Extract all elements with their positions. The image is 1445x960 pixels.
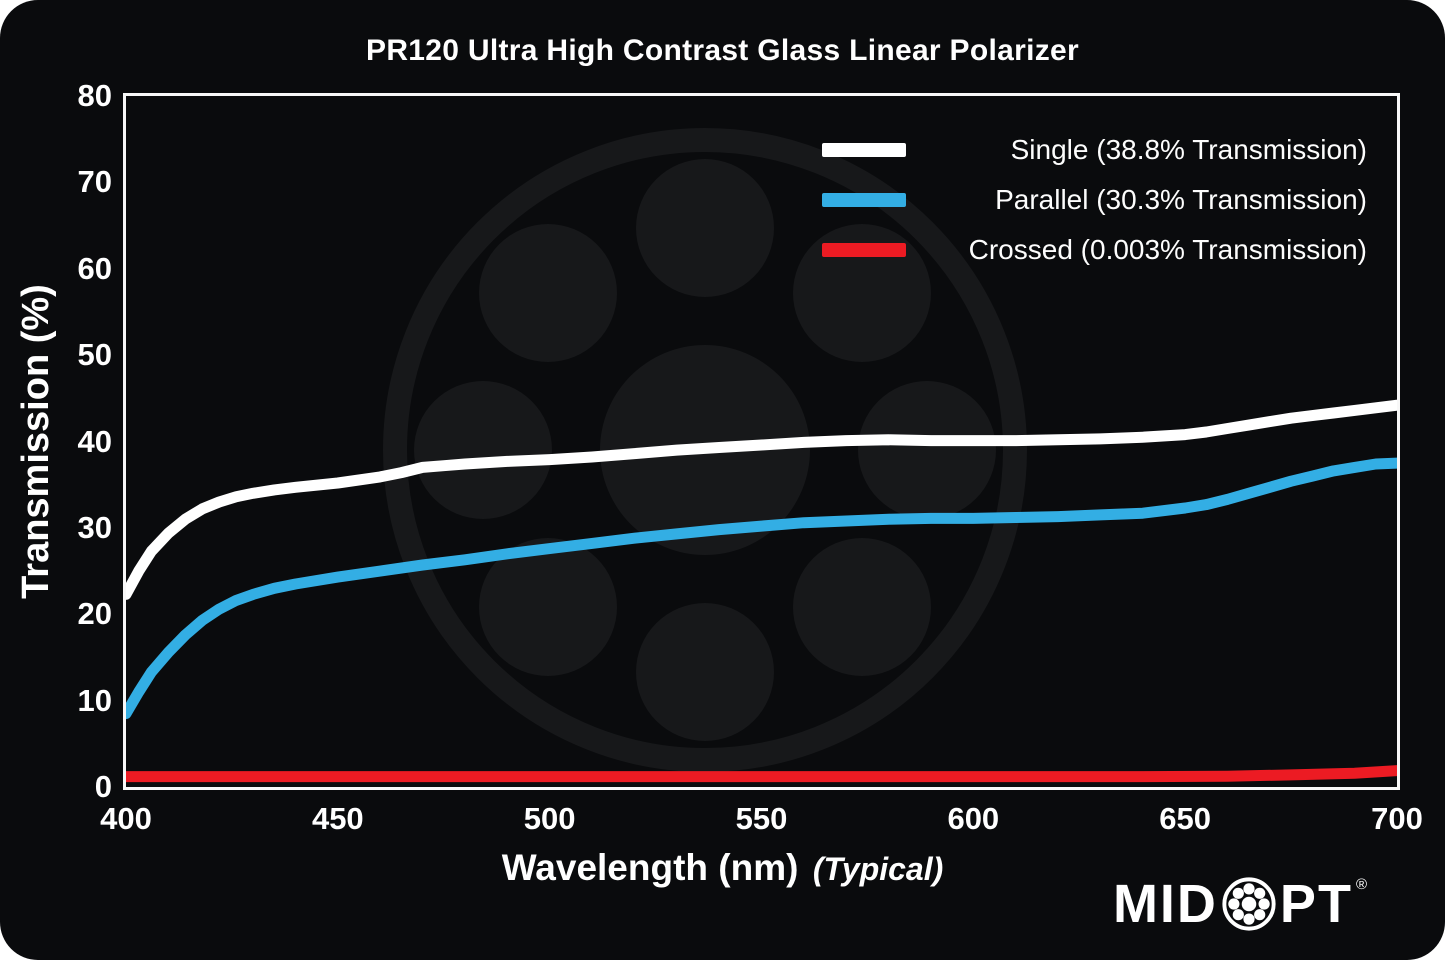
x-tick-label-400: 400 xyxy=(100,801,152,836)
curve-single xyxy=(126,399,1397,600)
x-tick-label-600: 600 xyxy=(947,801,1000,836)
legend: Single (38.8% Transmission) Parallel (30.… xyxy=(822,134,1367,285)
legend-swatch-single xyxy=(822,143,906,157)
legend-label-parallel: Parallel (30.3% Transmission) xyxy=(995,184,1367,215)
curve-crossed xyxy=(126,765,1397,783)
brand-logo-text-mid: MID xyxy=(1112,874,1218,934)
x-axis-title-note: (Typical) xyxy=(812,851,944,887)
curve-parallel xyxy=(126,457,1397,720)
legend-label-single: Single (38.8% Transmission) xyxy=(1010,134,1367,165)
y-tick-label-10: 10 xyxy=(77,682,112,718)
watermark-rings-icon xyxy=(383,128,1027,772)
registered-mark: ® xyxy=(1355,876,1367,893)
y-tick-label-50: 50 xyxy=(77,337,112,373)
legend-swatch-parallel xyxy=(822,193,906,207)
legend-item-crossed: Crossed (0.003% Transmission) xyxy=(822,234,1367,265)
legend-swatch-crossed xyxy=(822,243,906,257)
legend-item-parallel: Parallel (30.3% Transmission) xyxy=(822,184,1367,215)
plot-canvas xyxy=(126,128,1397,783)
y-tick-label-60: 60 xyxy=(77,250,112,286)
x-tick-label-450: 450 xyxy=(311,801,364,836)
y-tick-label-70: 70 xyxy=(77,164,112,200)
x-axis-title-text: Wavelength (nm) xyxy=(501,847,799,888)
x-tick-label-500: 500 xyxy=(523,801,576,836)
x-tick-label-550: 550 xyxy=(735,801,788,836)
x-tick-label-700: 700 xyxy=(1371,801,1423,836)
chart-title: PR120 Ultra High Contrast Glass Linear P… xyxy=(366,34,1079,67)
brand-logo-text-pt: PT xyxy=(1279,874,1353,934)
y-tick-label-0: 0 xyxy=(94,769,112,804)
y-tick-label-20: 20 xyxy=(77,596,112,632)
legend-item-single: Single (38.8% Transmission) xyxy=(822,134,1367,165)
y-tick-label-40: 40 xyxy=(77,423,112,459)
plot-area xyxy=(123,93,1400,790)
x-tick-label-650: 650 xyxy=(1159,801,1212,836)
x-axis-title: Wavelength (nm) (Typical) xyxy=(0,846,1445,898)
brand-logo: MID PT ® xyxy=(1113,876,1367,932)
legend-label-crossed: Crossed (0.003% Transmission) xyxy=(968,234,1367,265)
y-tick-label-80: 80 xyxy=(77,78,112,113)
brand-logo-rings-icon xyxy=(1222,877,1276,931)
y-tick-label-30: 30 xyxy=(77,509,112,545)
